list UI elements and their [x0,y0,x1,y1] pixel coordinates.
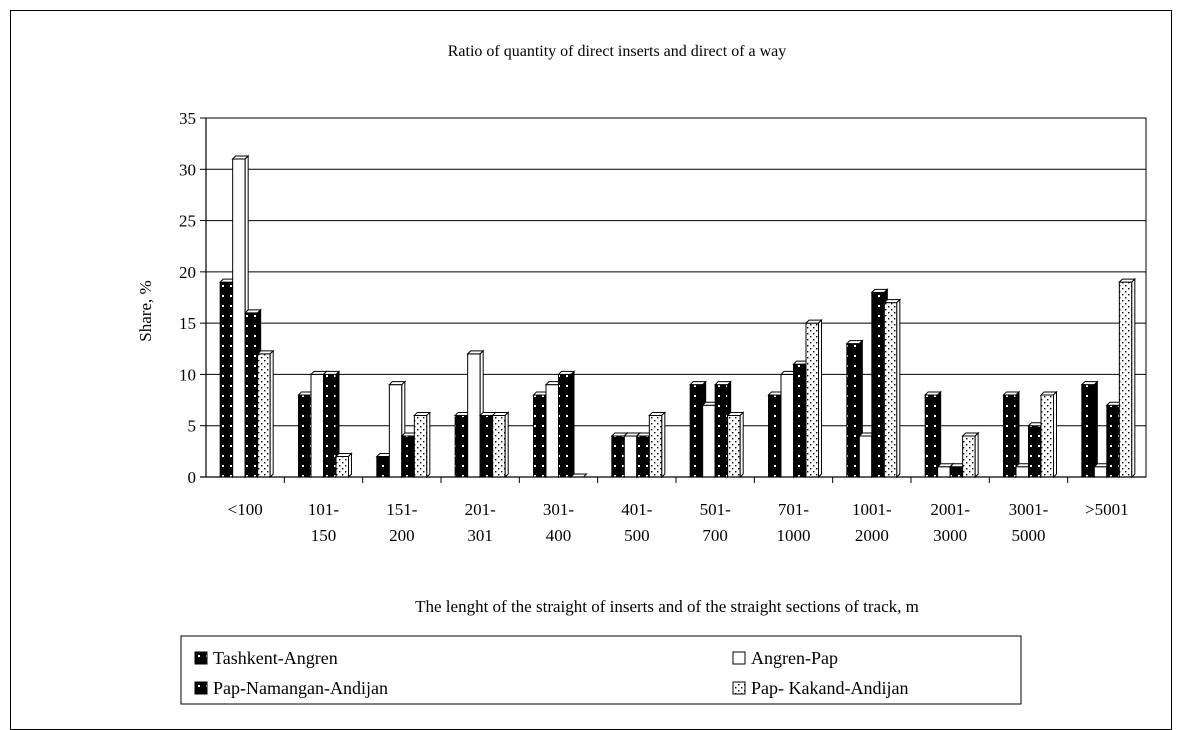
bar-pap-kakand-andijan-2 [413,411,432,479]
legend-item-pap-kakand-andijan: Pap- Kakand-Andijan [732,678,908,698]
x-tick-label: 301- [543,500,575,519]
bar-pap-kakand-andijan-10 [1039,390,1058,479]
bars-group [218,154,1137,479]
x-tick-label: 5000 [1012,526,1046,545]
bar-chart: Ratio of quantity of direct inserts and … [136,43,1147,705]
legend-item-pap-namangan-andijan: Pap-Namangan-Andijan [194,678,388,698]
x-tick-label: 1000 [777,526,811,545]
bar-pap-kakand-andijan-7 [804,318,823,479]
legend-swatch-tashkent-angren [194,651,208,665]
bar-pap-kakand-andijan-0 [256,349,275,479]
legend-swatch-angren-pap [732,651,746,665]
bar-pap-kakand-andijan-3 [491,411,510,479]
legend-label-pap-namangan-andijan: Pap-Namangan-Andijan [213,678,388,698]
y-tick-label: 20 [179,263,196,282]
legend-item-tashkent-angren: Tashkent-Angren [194,648,338,668]
bar-pap-kakand-andijan-11 [1118,277,1137,479]
x-tick-label: <100 [228,500,263,519]
y-tick-label: 0 [188,468,197,487]
legend-swatch-pap-kakand-andijan [732,681,746,695]
bar-tashkent-angren-10 [1002,390,1021,479]
x-tick-label: 3001- [1009,500,1049,519]
gridlines [205,117,1147,478]
x-tick-labels: <100 101- 150 151- 200 201- 301 301- 400 401- 500 5… [228,500,1129,545]
x-tick-label: 500 [624,526,650,545]
x-tick-label: 2001- [930,500,970,519]
y-tick-label: 35 [179,109,196,128]
legend-item-angren-pap: Angren-Pap [732,648,838,668]
x-tick-label: 200 [389,526,415,545]
x-tick-label: >5001 [1085,500,1129,519]
bar-tashkent-angren-9 [923,390,942,479]
y-tick-label: 15 [179,314,196,333]
x-tick-label: 3000 [933,526,967,545]
x-tick-label: 701- [778,500,810,519]
axes [200,117,1146,483]
legend-label-pap-kakand-andijan: Pap- Kakand-Andijan [751,678,908,698]
chart-title: Ratio of quantity of direct inserts and … [448,43,787,60]
x-tick-label: 501- [700,500,732,519]
y-axis-label: Share, % [136,280,155,341]
bar-pap-kakand-andijan-5 [648,411,667,479]
x-tick-label: 301 [467,526,493,545]
legend-label-tashkent-angren: Tashkent-Angren [213,648,338,668]
x-tick-label: 150 [311,526,337,545]
bar-pap-namangan-andijan-4 [557,370,576,479]
x-tick-label: 201- [465,500,497,519]
y-tick-label: 10 [179,365,196,384]
bar-tashkent-angren-11 [1080,380,1099,479]
chart-frame: Ratio of quantity of direct inserts and … [10,10,1172,730]
bar-pap-kakand-andijan-1 [334,452,353,479]
legend: Tashkent-Angren Angren-Pap Pap-Namangan-… [180,635,1022,705]
x-tick-label: 700 [702,526,728,545]
x-tick-label: 151- [386,500,418,519]
x-tick-label: 400 [546,526,572,545]
legend-label-angren-pap: Angren-Pap [751,648,838,668]
y-tick-label: 25 [179,212,196,231]
bar-pap-kakand-andijan-6 [726,411,745,479]
x-axis-label: The lenght of the straight of inserts an… [415,597,919,616]
bar-pap-kakand-andijan-9 [961,431,980,479]
legend-swatch-pap-namangan-andijan [194,681,208,695]
plot-area [205,117,1147,478]
bar-pap-kakand-andijan-8 [883,298,902,479]
y-tick-labels: 0 5 10 15 20 25 30 35 [179,109,196,487]
x-tick-label: 401- [621,500,653,519]
x-tick-label: 1001- [852,500,892,519]
x-tick-label: 101- [308,500,340,519]
x-tick-label: 2000 [855,526,889,545]
legend-box [180,635,1022,705]
y-tick-label: 30 [179,160,196,179]
y-tick-label: 5 [188,417,197,436]
